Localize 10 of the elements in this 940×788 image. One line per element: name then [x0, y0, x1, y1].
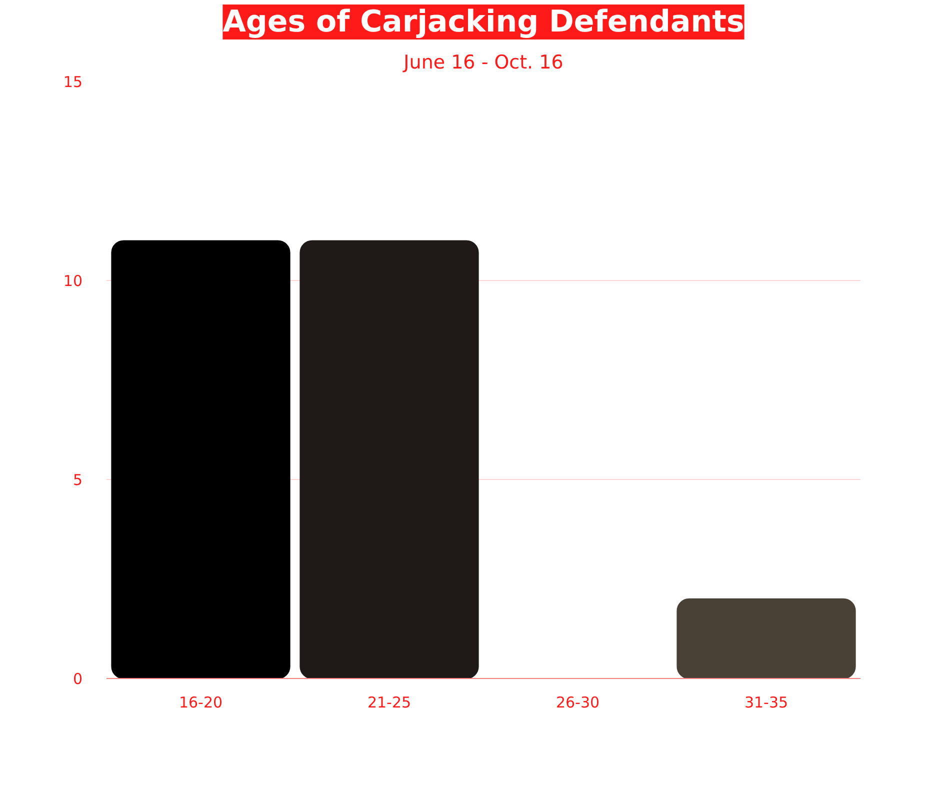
x-tick-label: 21-25 — [367, 694, 412, 712]
chart-subtitle: June 16 - Oct. 16 — [402, 52, 564, 74]
x-tick-label: 26-30 — [556, 694, 600, 712]
y-tick-label: 10 — [63, 272, 83, 290]
chart-title: Ages of Carjacking Defendants — [222, 4, 744, 40]
y-tick-label: 15 — [63, 73, 83, 91]
y-tick-label: 0 — [72, 670, 83, 688]
x-tick-label: 31-35 — [744, 694, 788, 712]
y-tick-label: 5 — [72, 471, 83, 489]
x-tick-label: 16-20 — [178, 694, 223, 712]
